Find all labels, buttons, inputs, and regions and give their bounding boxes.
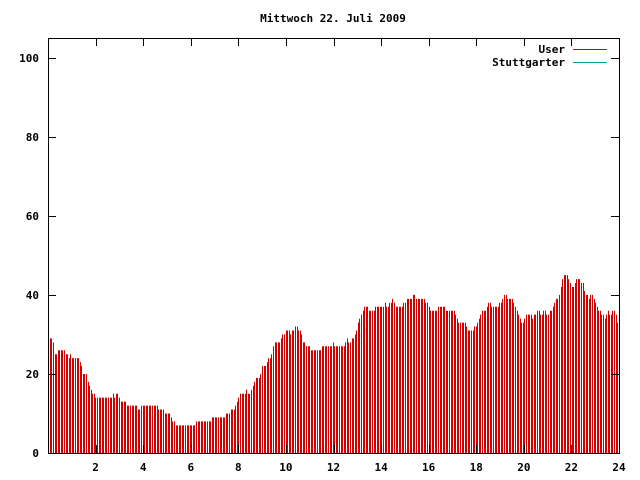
x-tick-label: 24 xyxy=(612,461,626,474)
y-tick-label: 60 xyxy=(26,210,39,223)
x-tick-label: 14 xyxy=(374,461,388,474)
x-tick-label: 2 xyxy=(92,461,99,474)
legend-label: User xyxy=(539,43,566,56)
bar-series xyxy=(50,275,618,453)
x-tick-label: 22 xyxy=(565,461,578,474)
x-tick-label: 16 xyxy=(422,461,436,474)
x-tick-label: 10 xyxy=(279,461,292,474)
y-tick-label: 40 xyxy=(26,289,39,302)
y-tick-label: 80 xyxy=(26,131,39,144)
x-tick-label: 12 xyxy=(327,461,340,474)
x-tick-label: 8 xyxy=(235,461,242,474)
chart-title: Mittwoch 22. Juli 2009 xyxy=(260,12,406,25)
x-tick-label: 20 xyxy=(517,461,530,474)
x-tick-label: 18 xyxy=(470,461,483,474)
y-tick-label: 20 xyxy=(26,368,39,381)
y-tick-label: 0 xyxy=(32,447,39,460)
legend-label: Stuttgarter xyxy=(492,56,565,69)
x-tick-label: 6 xyxy=(187,461,194,474)
y-tick-label: 100 xyxy=(19,52,39,65)
x-tick-label: 4 xyxy=(140,461,147,474)
